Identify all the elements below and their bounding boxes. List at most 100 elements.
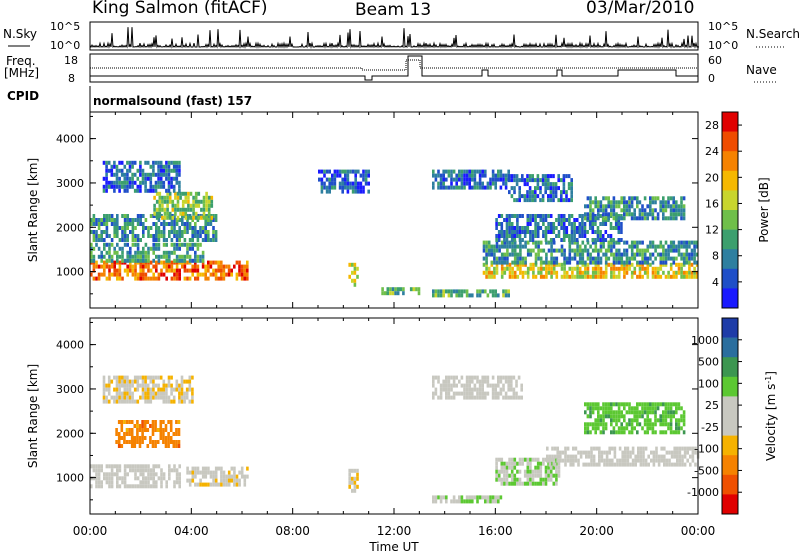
power-cell [589,252,592,257]
power-cell [167,176,171,181]
velocity-cell [523,481,527,486]
power-cell [531,174,534,179]
velocity-cell [670,450,674,455]
velocity-cell [123,379,127,384]
power-cell [160,272,163,277]
velocity-cell [651,406,655,411]
velocity-cell [662,402,665,407]
power-cell [508,230,511,234]
velocity-cell [149,424,152,428]
power-cell [547,186,550,191]
power-cell [165,268,168,273]
power-cell [557,234,561,238]
power-cell [144,264,148,269]
power-cell [536,226,540,230]
power-cell [183,242,187,247]
velocity-cell [668,450,671,455]
power-cell [437,181,440,186]
velocity-cell [212,470,215,475]
power-cell [202,207,206,212]
velocity-cell [649,426,652,431]
power-cell [581,214,584,218]
power-cell [103,242,106,247]
power-cell [227,264,231,269]
power-cell [222,276,226,281]
velocity-cell [447,387,451,392]
power-cell [675,262,678,267]
power-cell [534,178,537,183]
velocity-cell [664,414,668,419]
power-cell [558,248,561,253]
velocity-cell [146,428,150,432]
power-cell [536,230,540,234]
power-cell [620,230,623,234]
power-cell [141,180,145,185]
velocity-cell [118,383,121,388]
power-cell [568,266,572,271]
power-cell [638,270,642,275]
power-cell [468,293,471,298]
power-cell [497,230,501,234]
velocity-cell [597,414,600,419]
power-cell [667,200,670,205]
velocity-cell [102,375,106,380]
velocity-cell [157,383,160,388]
power-cell [544,178,547,183]
velocity-colorbar-segment [722,455,738,476]
power-cell [537,252,540,257]
power-cell [510,222,514,226]
velocity-cell [188,470,192,475]
velocity-cell [120,444,124,448]
power-cell [455,185,458,190]
velocity-cell [510,379,513,384]
power-cell [542,234,545,238]
velocity-cell [641,406,644,411]
power-cell [549,222,553,226]
velocity-cell [646,426,649,431]
power-cell [437,185,440,190]
velocity-cell [680,426,683,431]
velocity-cell [608,462,611,467]
velocity-cell [682,410,686,415]
power-cell [620,226,623,230]
power-cell [478,181,482,186]
power-cell [688,262,691,267]
power-cell [544,238,548,242]
power-cell [578,226,582,230]
power-cell [123,238,127,242]
power-cell [669,212,673,217]
velocity-cell [631,450,635,455]
power-cell [450,293,453,298]
velocity-cell [129,484,132,489]
power-cell [199,234,202,238]
power-cell [167,164,171,169]
power-cell [565,174,568,179]
velocity-cell [621,450,624,455]
power-cell [189,215,193,220]
freq-trace [90,59,698,71]
power-cell [116,226,119,230]
power-cells [90,160,699,298]
power-cell [536,234,540,238]
velocity-cell [458,499,461,504]
power-cell [168,195,172,200]
power-cell [149,164,153,169]
power-cell [508,218,511,222]
power-cell [607,240,611,245]
power-cell [123,258,127,263]
power-cell [123,242,127,247]
power-cell [202,203,206,208]
velocity-cell [194,470,197,475]
power-cell [545,256,548,261]
velocity-cell [504,379,508,384]
power-cell [442,181,445,186]
velocity-cell [186,478,189,483]
velocity-cell [643,402,647,407]
power-cell [131,234,135,238]
power-cell [581,222,584,226]
power-cell [209,222,213,226]
velocity-cell [589,422,592,427]
velocity-cell [594,402,597,407]
velocity-cell [131,399,134,404]
power-cell [471,293,474,298]
